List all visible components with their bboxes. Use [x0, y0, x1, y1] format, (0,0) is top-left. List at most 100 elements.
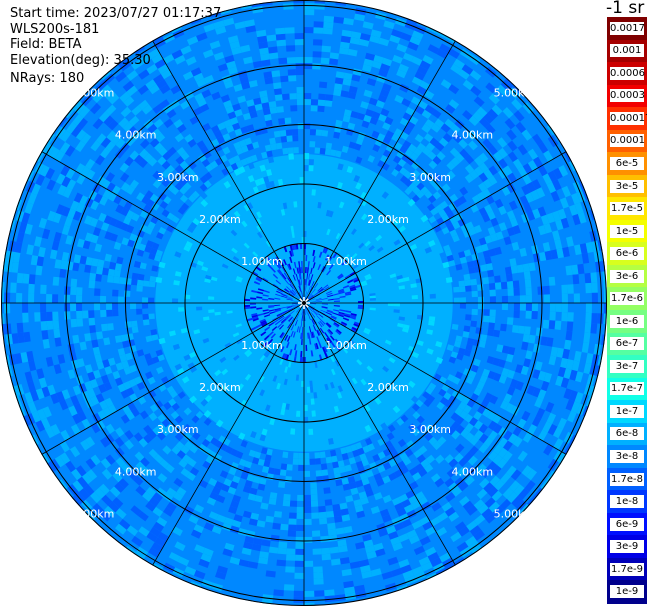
- range-gate-cell: [259, 164, 266, 172]
- range-gate-cell: [201, 438, 211, 448]
- range-gate-cell: [320, 535, 330, 543]
- range-gate-cell: [455, 153, 465, 163]
- range-gate-cell: [77, 410, 87, 422]
- range-gate-cell: [312, 51, 322, 58]
- range-gate-cell: [445, 249, 453, 257]
- range-gate-cell: [36, 256, 44, 267]
- radial-spokes: [1, 0, 607, 606]
- range-gate-cell: [310, 398, 315, 405]
- range-gate-cell: [304, 308, 307, 315]
- range-gate-cell: [142, 491, 153, 502]
- range-gate-cell: [99, 196, 108, 206]
- range-gate-cell: [320, 463, 328, 471]
- range-gate-cell: [546, 212, 556, 224]
- range-gate-cell: [384, 116, 394, 125]
- colorbar-tick-label: 0.001: [610, 44, 644, 58]
- range-gate-cell: [304, 93, 312, 100]
- range-gate-cell: [298, 273, 301, 280]
- range-gate-cell: [148, 547, 160, 558]
- range-gate-cell: [90, 491, 102, 504]
- range-gate-cell: [506, 281, 514, 289]
- range-gate-cell: [350, 487, 359, 496]
- elevation-label: Elevation(deg): 35.30: [10, 53, 151, 68]
- range-gate-cell: [484, 256, 492, 265]
- range-gate-cell: [381, 191, 389, 199]
- range-gate-cell: [271, 70, 281, 78]
- range-gate-cell: [89, 272, 96, 281]
- range-gate-cell: [425, 526, 436, 537]
- range-gate-cell: [115, 508, 127, 519]
- range-gate-cell: [355, 541, 365, 550]
- range-gate-cell: [127, 402, 137, 412]
- range-gate-cell: [325, 312, 332, 316]
- range-gate-cell: [254, 179, 261, 187]
- range-gate-cell: [357, 447, 365, 456]
- range-gate-cell: [94, 487, 106, 499]
- range-gate-cell: [487, 328, 495, 337]
- range-gate-cell: [96, 133, 107, 145]
- range-gate-cell: [521, 341, 529, 351]
- range-gate-cell: [304, 153, 310, 160]
- range-gate-cell: [396, 274, 403, 280]
- range-gate-cell: [306, 273, 309, 280]
- range-gate-cell: [259, 355, 266, 362]
- range-gate-cell: [172, 298, 179, 303]
- range-gate-cell: [354, 504, 364, 513]
- range-gate-cell: [311, 189, 316, 196]
- range-gate-cell: [360, 497, 369, 505]
- range-gate-cell: [295, 57, 304, 64]
- range-gate-cell: [384, 339, 392, 346]
- range-ring-label: 4.00km: [115, 465, 157, 478]
- range-gate-cell: [227, 111, 237, 120]
- range-gate-cell: [75, 202, 85, 214]
- range-gate-cell: [281, 273, 287, 280]
- range-gate-cell: [279, 130, 287, 137]
- range-gate-cell: [473, 358, 481, 367]
- range-gate-cell: [454, 476, 465, 487]
- range-gate-cell: [489, 282, 496, 290]
- range-gate-cell: [244, 137, 253, 146]
- range-gate-cell: [511, 98, 523, 111]
- range-gate-cell: [552, 210, 561, 222]
- range-gate-cell: [314, 452, 321, 459]
- range-gate-cell: [453, 286, 460, 293]
- range-gate-cell: [186, 472, 196, 482]
- range-gate-cell: [214, 369, 222, 377]
- range-gate-cell: [310, 350, 314, 357]
- range-gate-cell: [149, 247, 158, 255]
- range-gate-cell: [309, 301, 316, 303]
- range-gate-cell: [180, 327, 188, 334]
- range-gate-cell: [291, 289, 296, 295]
- range-gate-cell: [304, 243, 307, 249]
- range-gate-cell: [288, 292, 295, 297]
- range-gate-cell: [317, 264, 322, 271]
- range-gate-cell: [106, 130, 117, 141]
- range-gate-cell: [163, 506, 174, 517]
- range-gate-cell: [170, 84, 181, 95]
- range-gate-cell: [287, 530, 296, 537]
- range-gate-cell: [280, 274, 286, 280]
- range-gate-cell: [411, 30, 424, 40]
- range-gate-cell: [304, 231, 307, 237]
- range-gate-cell: [175, 155, 185, 165]
- range-gate-cell: [202, 49, 214, 59]
- range-gate-cell: [419, 60, 431, 70]
- range-gate-cell: [344, 254, 350, 260]
- range-gate-cell: [251, 5, 264, 14]
- range-gate-cell: [444, 506, 456, 517]
- range-gate-cell: [489, 395, 499, 405]
- range-gate-cell: [405, 490, 415, 499]
- range-gate-cell: [483, 315, 490, 323]
- range-gate-cell: [479, 117, 490, 128]
- range-gate-cell: [345, 445, 353, 453]
- range-gate-cell: [251, 543, 262, 552]
- range-gate-cell: [139, 224, 148, 233]
- range-gate-cell: [286, 548, 296, 555]
- range-gate-cell: [420, 169, 429, 178]
- range-gate-cell: [585, 353, 594, 365]
- range-gate-cell: [276, 382, 281, 390]
- range-gate-cell: [185, 56, 197, 66]
- range-gate-cell: [159, 99, 170, 109]
- range-gate-cell: [88, 317, 96, 326]
- range-gate-cell: [574, 392, 584, 404]
